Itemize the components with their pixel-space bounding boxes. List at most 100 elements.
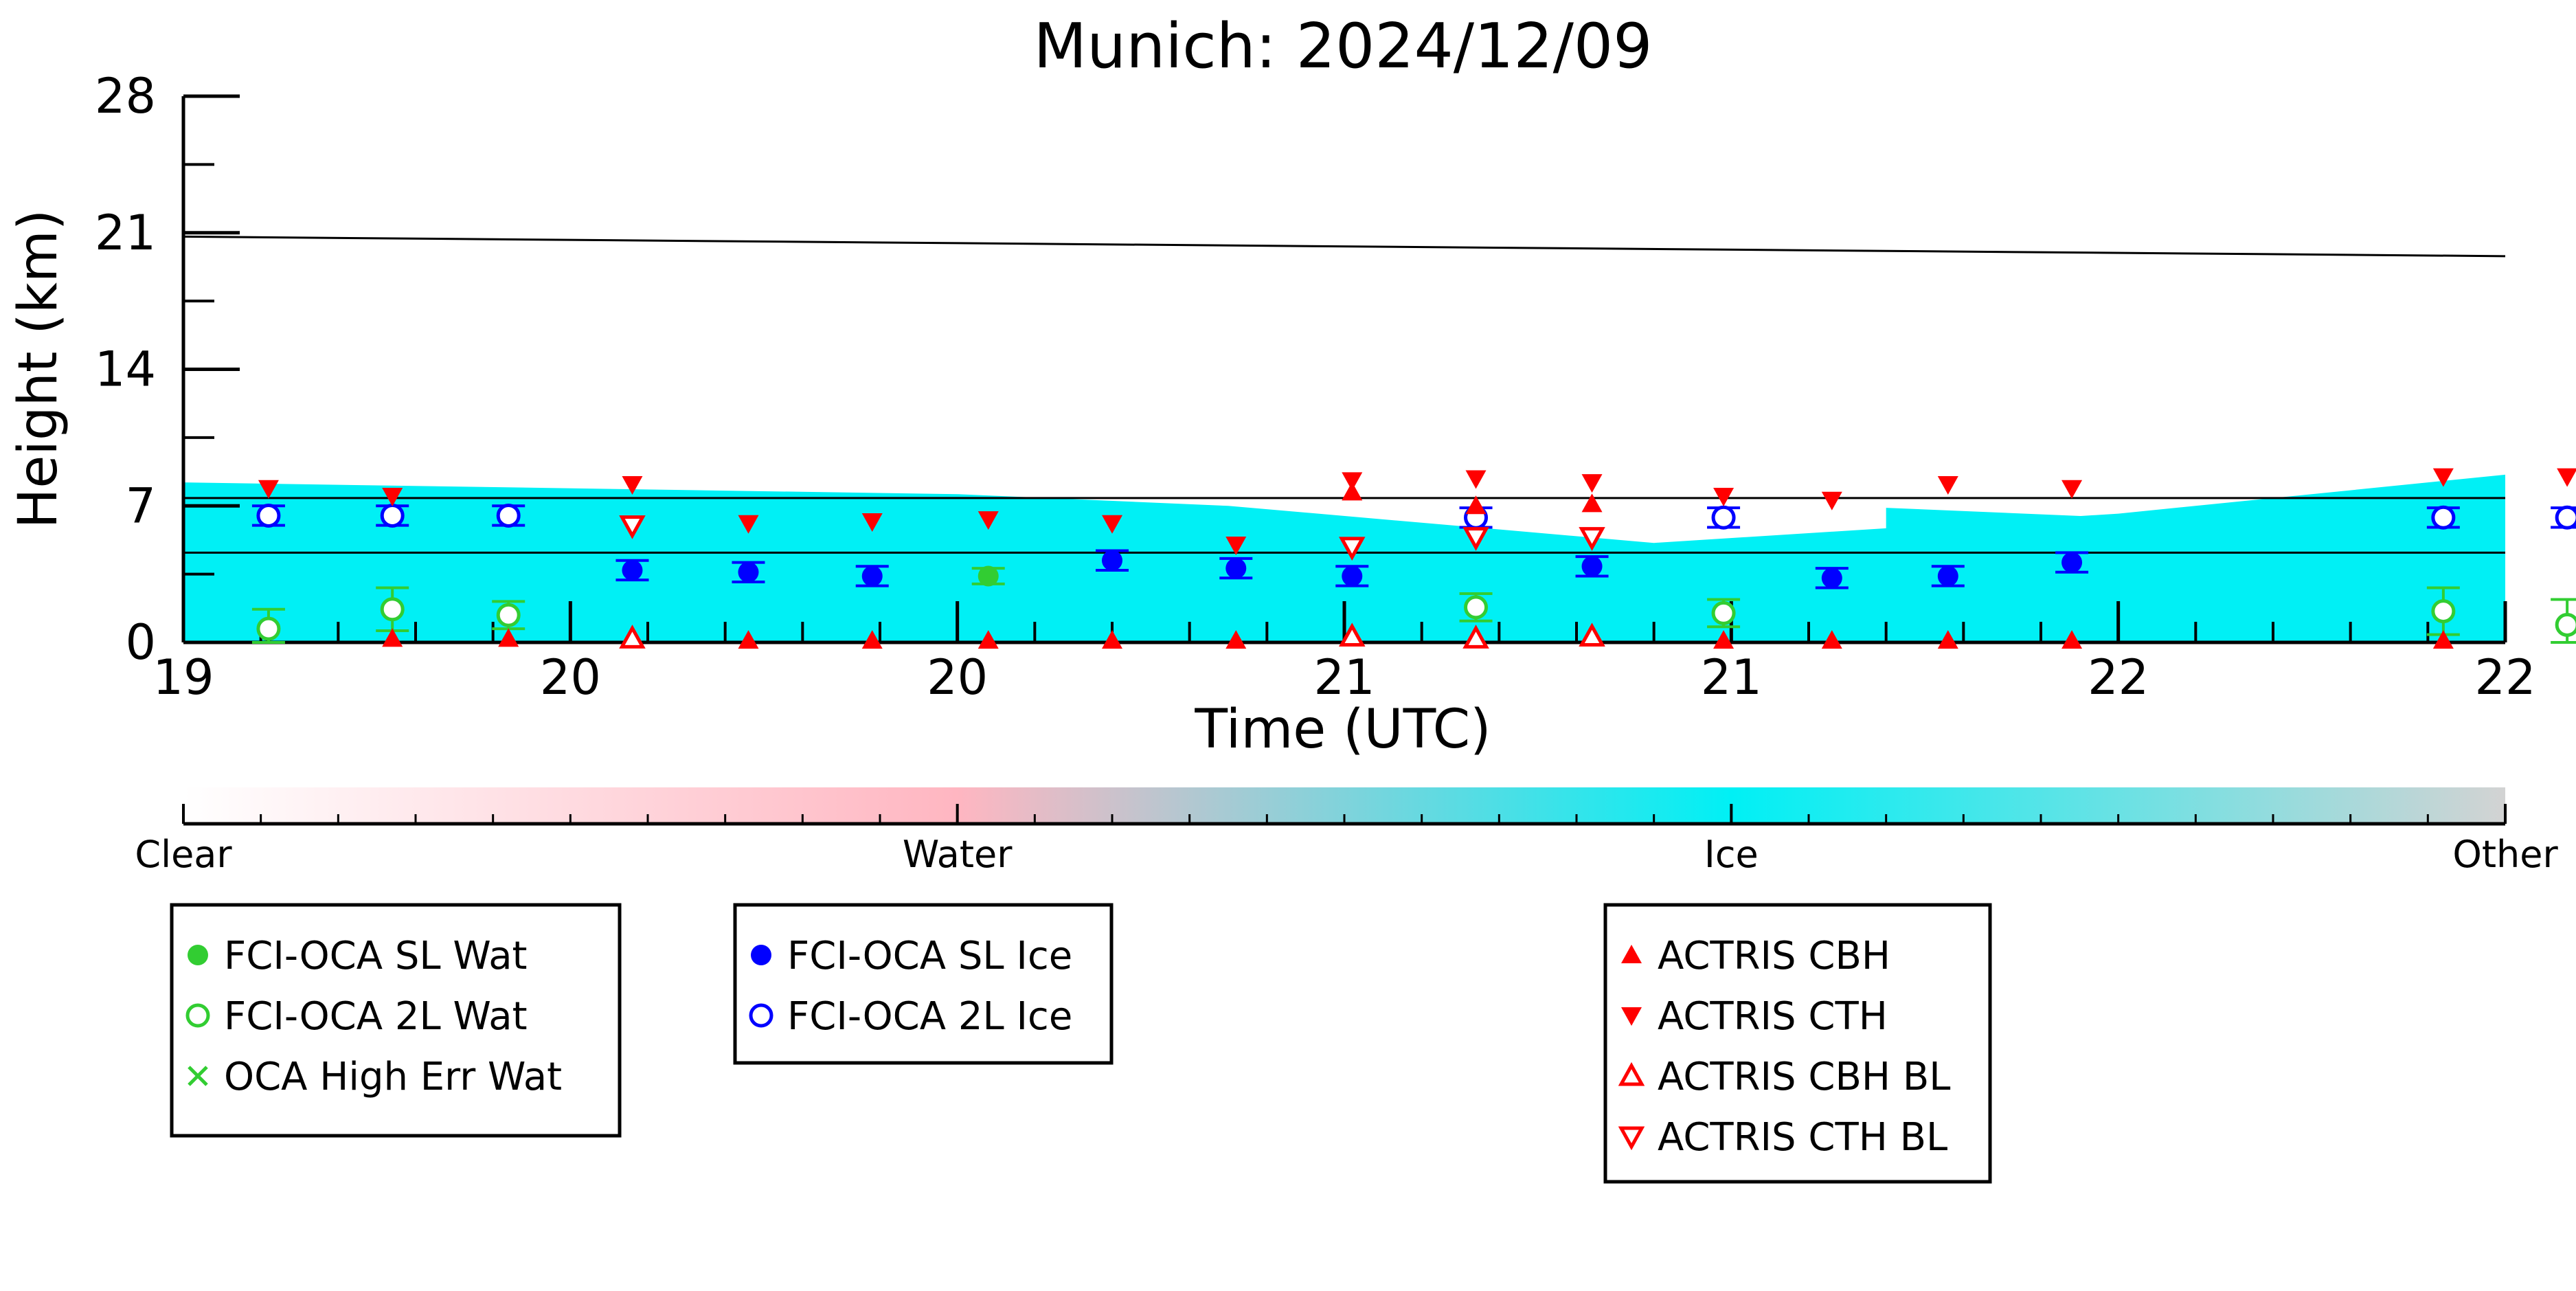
data-point (2557, 468, 2576, 487)
data-point (380, 503, 405, 528)
legend-label-oca-high-err-wat: OCA High Err Wat (224, 1055, 562, 1099)
legend-frame (733, 903, 1114, 1065)
legend-label-actris-cth-bl: ACTRIS CTH BL (1658, 1115, 1947, 1160)
colorbar-labels: Clear Water Ice Other (135, 804, 2558, 876)
legend-marker-fci-oca-sl-ice (751, 945, 771, 965)
x-tick-label: 20 (927, 649, 988, 706)
data-point (1339, 622, 1366, 647)
y-tick-label: 28 (95, 68, 156, 124)
legend-box-1: FCI-OCA SL Wat FCI-OCA 2L Wat OCA High Err… (170, 903, 622, 1138)
data-point (1821, 491, 1842, 510)
legend-marker-oca-high-err-wat (188, 1066, 208, 1086)
data-point (738, 515, 759, 534)
x-tick-label: 19 (152, 649, 214, 706)
cloud-field-layer-2 (1886, 508, 2428, 537)
y-tick-label: 14 (95, 341, 156, 398)
data-point (622, 559, 643, 581)
data-point (1342, 472, 1363, 491)
data-point (1462, 527, 1489, 551)
data-point (1713, 630, 1735, 649)
data-point (1102, 550, 1122, 571)
data-point (1225, 537, 1247, 556)
legend-marker-fci-oca-2l-wat (185, 1003, 210, 1028)
legend-marker-fci-oca-2l-ice (749, 1003, 773, 1028)
data-point (1225, 630, 1247, 649)
data-point (978, 511, 999, 530)
data-point (1821, 568, 1842, 589)
colorbar-label-clear: Clear (135, 833, 232, 876)
legend-label-actris-cbh-bl: ACTRIS CBH BL (1658, 1055, 1950, 1099)
data-point (1579, 527, 1605, 551)
data-point (2061, 552, 2083, 573)
data-point (382, 488, 403, 507)
legend-label-fci-oca-sl-wat: FCI-OCA SL Wat (224, 934, 528, 978)
data-point (2432, 468, 2454, 487)
data-point (861, 630, 883, 649)
data-point (1462, 625, 1489, 649)
data-point (1342, 482, 1363, 501)
data-point (861, 565, 883, 587)
series-actris-cth-bl (619, 515, 1605, 561)
x-ticks: 19 20 20 21 21 22 22 (152, 601, 2536, 706)
data-point (1937, 630, 1958, 649)
x-tick-label: 21 (1701, 649, 1762, 706)
data-point (2555, 505, 2576, 530)
series-fci-oca-sl-wat (971, 565, 1005, 587)
series-actris-cth (258, 468, 2576, 556)
x-axis-label: Time (UTC) (1194, 699, 1491, 761)
data-point (1711, 505, 1736, 530)
data-point (258, 480, 279, 499)
legend-frame (170, 903, 622, 1138)
data-point (861, 513, 883, 532)
data-point (1713, 488, 1735, 507)
data-point (1937, 476, 1958, 495)
colorbar-label-other: Other (2452, 833, 2558, 876)
data-point (256, 616, 281, 641)
legend-label-actris-cth: ACTRIS CTH (1658, 994, 1888, 1039)
data-point (1339, 537, 1366, 561)
y-ticks: 0 7 14 21 28 (95, 68, 240, 671)
x-tick-label: 22 (2088, 649, 2149, 706)
data-point (1711, 600, 1736, 625)
series-actris-cbh-bl (619, 622, 1605, 649)
y-tick-label: 0 (125, 614, 156, 671)
legend-marker-actris-cbh-bl (1618, 1062, 1645, 1086)
x-tick-label: 21 (1313, 649, 1375, 706)
data-point (622, 476, 643, 495)
data-point (498, 628, 519, 647)
data-point (1937, 565, 1958, 587)
legend-label-fci-oca-2l-ice: FCI-OCA 2L Ice (787, 994, 1072, 1039)
legend-label-fci-oca-2l-wat: FCI-OCA 2L Wat (224, 994, 528, 1039)
series-actris-cbh (382, 482, 2454, 649)
y-tick-label: 7 (125, 478, 156, 534)
legends: FCI-OCA SL Wat FCI-OCA 2L Wat OCA High Err… (170, 903, 1992, 1184)
legend-box-2: FCI-OCA SL Ice FCI-OCA 2L Ice (733, 903, 1114, 1065)
cloud-phase-field (183, 474, 2505, 642)
data-point (1464, 595, 1489, 620)
y-axis-label: Height (km) (8, 210, 69, 529)
data-point (496, 603, 521, 627)
data-point (2432, 630, 2454, 649)
cloud-field-layer-1 (183, 474, 2505, 642)
legend-label-fci-oca-sl-ice: FCI-OCA SL Ice (787, 934, 1072, 978)
data-point (1102, 515, 1122, 534)
legend-frame (1603, 903, 1992, 1184)
colorbar-label-ice: Ice (1704, 833, 1759, 876)
data-point (1102, 630, 1122, 649)
data-point (1581, 493, 1603, 513)
x-tick-label: 20 (540, 649, 601, 706)
data-point (1342, 565, 1363, 587)
data-point (619, 515, 646, 539)
series-fci-oca-sl-ice (615, 549, 2089, 590)
data-point (496, 503, 521, 528)
data-series (251, 468, 2576, 649)
data-point (619, 625, 646, 649)
data-point (1581, 474, 1603, 493)
phase-colorbar: Clear Water Ice Other (135, 787, 2558, 876)
data-point (380, 597, 405, 622)
data-point (2431, 599, 2456, 624)
data-point (1579, 622, 1605, 647)
data-point (1465, 495, 1487, 515)
legend-marker-fci-oca-sl-wat (188, 945, 208, 965)
